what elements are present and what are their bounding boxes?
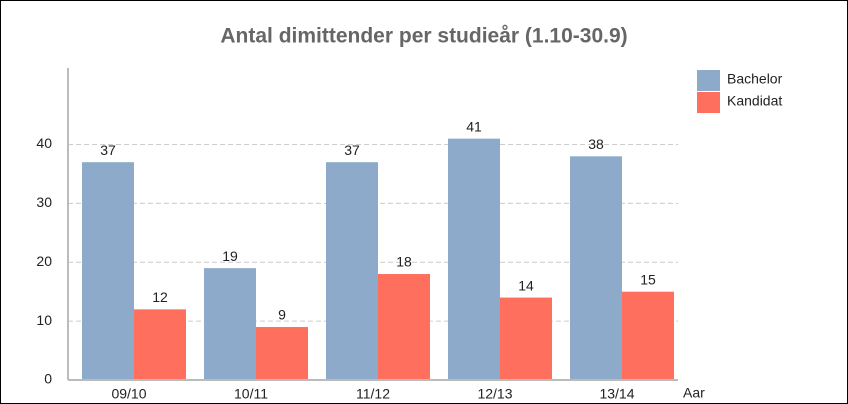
value-label: 14 <box>518 277 534 293</box>
x-tick-label: 11/12 <box>356 386 390 402</box>
legend-swatch <box>697 92 720 113</box>
bar <box>256 327 308 380</box>
bar <box>378 274 430 380</box>
value-label: 38 <box>588 136 604 152</box>
y-tick-label: 20 <box>36 253 52 269</box>
legend-label: Bachelor <box>727 71 783 87</box>
value-label: 41 <box>466 118 482 134</box>
legend-swatch <box>697 70 720 91</box>
legend-label: Kandidat <box>727 93 782 109</box>
value-label: 15 <box>640 271 656 287</box>
value-label: 18 <box>396 254 412 270</box>
bar <box>82 162 134 380</box>
x-tick-label: 09/10 <box>111 386 146 402</box>
y-tick-label: 0 <box>44 371 52 387</box>
bar <box>448 138 500 380</box>
value-label: 12 <box>152 289 168 305</box>
x-tick-label: 12/13 <box>477 386 512 402</box>
bar <box>134 309 186 380</box>
bar <box>204 268 256 380</box>
bar <box>622 291 674 380</box>
value-label: 9 <box>278 307 286 323</box>
bar <box>500 297 552 380</box>
x-axis-label: Aar <box>683 385 705 401</box>
bar <box>326 162 378 380</box>
bar <box>570 156 622 380</box>
y-tick-label: 30 <box>36 194 52 210</box>
y-tick-label: 40 <box>36 135 52 151</box>
chart-title: Antal dimittender per studieår (1.10-30.… <box>220 25 627 48</box>
value-label: 37 <box>344 142 360 158</box>
x-tick-label: 13/14 <box>599 386 634 402</box>
y-tick-label: 10 <box>36 312 52 328</box>
value-label: 19 <box>222 248 238 264</box>
value-label: 37 <box>100 142 116 158</box>
x-tick-label: 10/11 <box>234 386 268 402</box>
